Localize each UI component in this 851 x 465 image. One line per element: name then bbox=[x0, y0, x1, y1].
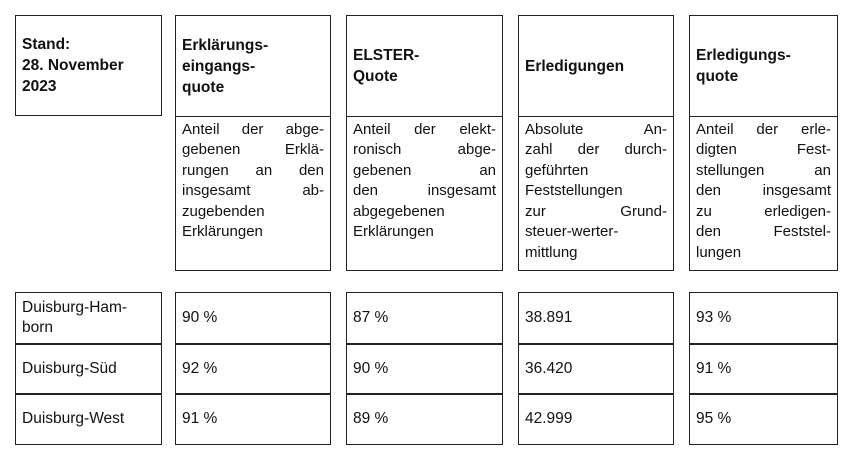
text-line: den insgesamt bbox=[353, 182, 496, 199]
text-line: rungen an den bbox=[182, 161, 324, 179]
text-line: eingangs- bbox=[182, 57, 256, 75]
text-line: zu erledigen- bbox=[696, 202, 831, 220]
value-cell: 42.999 bbox=[518, 393, 674, 445]
column-title: Erledigungs-quote bbox=[689, 15, 838, 117]
value-cell: 92 % bbox=[175, 343, 331, 395]
column-description: Anteil der elekt-ronisch abge-gebenen an… bbox=[346, 115, 503, 271]
row-label: Duisburg-Ham-born bbox=[15, 292, 162, 345]
text-line: born bbox=[22, 319, 54, 337]
text-line: zur Grund- bbox=[525, 202, 667, 220]
text-line: gebenen an bbox=[353, 161, 496, 179]
row-label: Duisburg-Süd bbox=[15, 343, 162, 395]
text-line: 28. November bbox=[22, 57, 124, 74]
text-line: Erklärungen bbox=[182, 223, 263, 240]
text-line: insgesamt ab- bbox=[182, 182, 324, 199]
text-line: Erledigungen bbox=[525, 57, 625, 75]
column-title: ELSTER- Quote bbox=[346, 15, 503, 117]
text-line: den Feststel- bbox=[696, 223, 831, 240]
text-line: Erklärungen bbox=[353, 223, 434, 240]
text-line: Duisburg-West bbox=[22, 409, 125, 427]
text-line: zahl der durch- bbox=[525, 141, 667, 158]
column-title: Erklärungs-eingangs-quote bbox=[175, 15, 331, 117]
text-line: Duisburg-Ham- bbox=[22, 299, 128, 317]
text-line: Anteil der erle- bbox=[696, 120, 831, 138]
text-line: quote bbox=[696, 68, 739, 85]
text-line: Anteil der elekt- bbox=[353, 120, 496, 138]
column-title: Erledigungen bbox=[518, 15, 674, 117]
text-line: mittlung bbox=[525, 243, 578, 261]
row-label: Duisburg-West bbox=[15, 393, 162, 445]
text-line: zugebenden bbox=[182, 202, 265, 220]
column-description: Absolute An-zahl der durch-geführten Fest… bbox=[518, 115, 674, 271]
stand-header: Stand: 28. November 2023 bbox=[15, 15, 162, 116]
text-line: abgegebenen bbox=[353, 202, 445, 220]
text-line: digten Fest- bbox=[696, 141, 831, 158]
value-cell: 36.420 bbox=[518, 343, 674, 395]
text-line: stellungen an bbox=[696, 161, 831, 179]
value-cell: 90 % bbox=[346, 343, 503, 395]
text-line: Erklärungs- bbox=[182, 36, 269, 54]
text-line: ronisch abge- bbox=[353, 141, 496, 158]
value-cell: 89 % bbox=[346, 393, 503, 445]
text-line: Quote bbox=[353, 68, 398, 85]
text-line: 2023 bbox=[22, 78, 57, 95]
value-cell: 90 % bbox=[175, 292, 331, 345]
text-line: Absolute An- bbox=[525, 120, 667, 138]
text-line: Stand: bbox=[22, 36, 71, 53]
value-cell: 87 % bbox=[346, 292, 503, 345]
text-line: geführten bbox=[525, 161, 589, 179]
text-line: gebenen Erklä- bbox=[182, 141, 324, 158]
text-line: Feststellungen bbox=[525, 182, 623, 199]
text-line: den insgesamt bbox=[696, 182, 831, 199]
column-description: Anteil der abge-gebenen Erklä-rungen an … bbox=[175, 115, 331, 271]
value-cell: 38.891 bbox=[518, 292, 674, 345]
text-line: ELSTER- bbox=[353, 47, 420, 64]
text-line: Anteil der abge- bbox=[182, 120, 324, 138]
text-line: steuer-werter- bbox=[525, 223, 619, 240]
value-cell: 93 % bbox=[689, 292, 838, 345]
text-line: Duisburg-Süd bbox=[22, 359, 117, 377]
column-description: Anteil der erle-digten Fest-stellungen a… bbox=[689, 115, 838, 271]
value-cell: 91 % bbox=[175, 393, 331, 445]
text-line: Erledigungs- bbox=[696, 47, 791, 64]
value-cell: 95 % bbox=[689, 393, 838, 445]
text-line: lungen bbox=[696, 243, 742, 261]
value-cell: 91 % bbox=[689, 343, 838, 395]
text-line: quote bbox=[182, 78, 225, 96]
